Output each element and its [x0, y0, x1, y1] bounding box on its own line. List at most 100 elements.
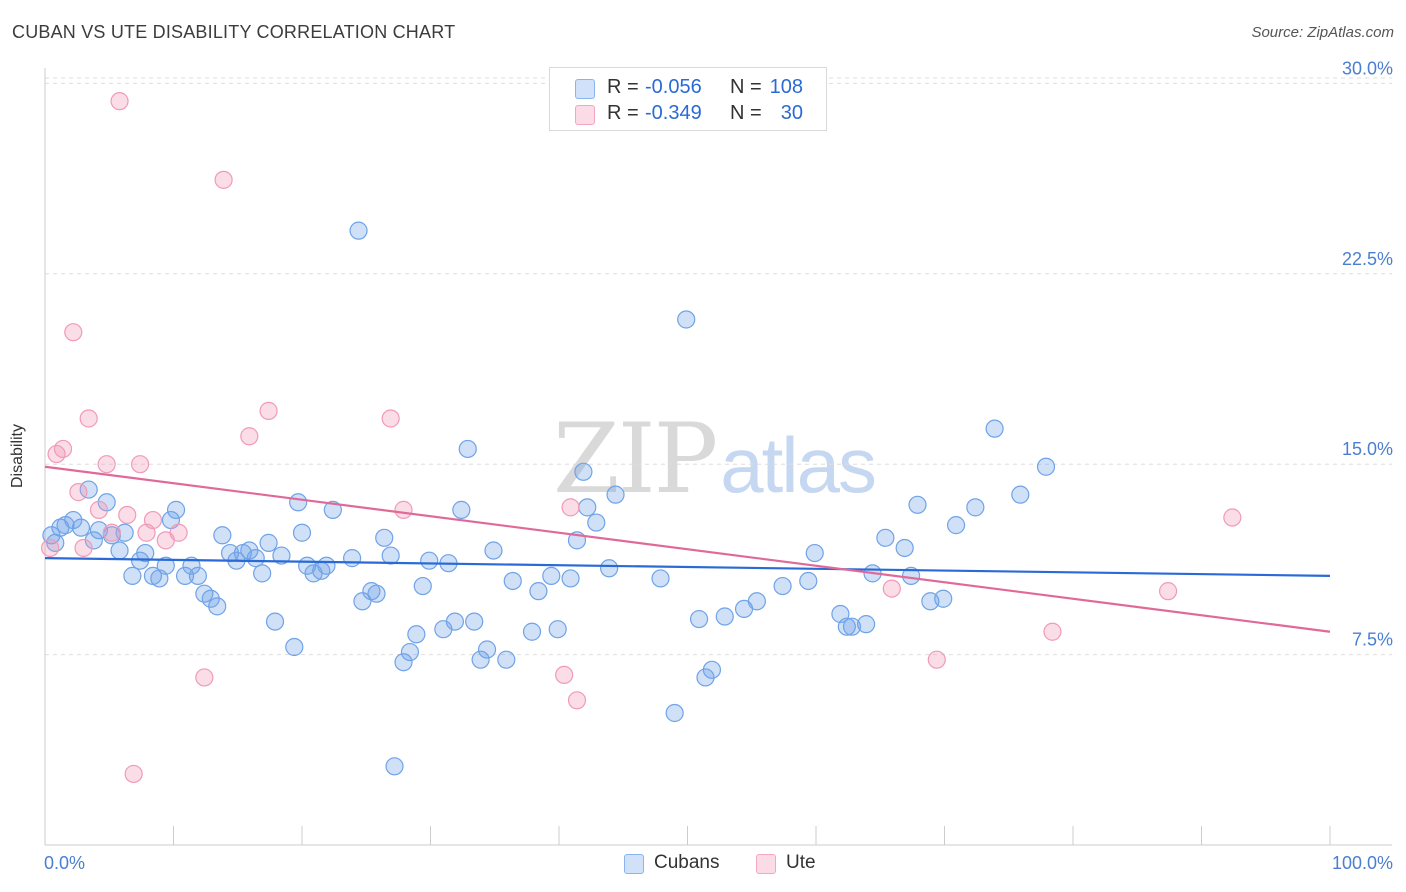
cubans-point [123, 566, 142, 585]
cubans-point [259, 533, 278, 552]
ute-point [110, 92, 129, 111]
ute-point [240, 427, 259, 446]
ute-point [555, 665, 574, 685]
cubans-point [213, 526, 232, 545]
cubans-point [253, 564, 272, 583]
ute-point [64, 323, 83, 342]
cubans-point [136, 543, 155, 563]
legend-label: Cubans [654, 852, 720, 873]
r-value: -0.349 [645, 102, 702, 124]
cubans-point [606, 485, 625, 504]
n-label: N = [730, 76, 762, 98]
cubans-point [799, 571, 818, 591]
ute-point [927, 650, 946, 669]
cubans-trend-line [44, 557, 1331, 577]
cubans-point [946, 516, 966, 535]
source-label: Source: ZipAtlas.com [1251, 24, 1394, 41]
ute-point [69, 483, 88, 502]
cubans-point [292, 523, 312, 542]
x-tick-label-max: 100.0% [1332, 853, 1393, 873]
cubans-point [837, 617, 856, 636]
cubans-point [265, 612, 285, 631]
cubans-point [966, 498, 985, 517]
ute-point [118, 505, 137, 525]
chart-title: CUBAN VS UTE DISABILITY CORRELATION CHAR… [12, 22, 456, 42]
cubans-point [934, 589, 953, 608]
cubans-point [773, 576, 792, 596]
cubans-swatch [575, 79, 595, 99]
cubans-point [908, 495, 927, 514]
n-label: N = [730, 102, 762, 124]
cubans-point [445, 612, 465, 631]
cubans-point [542, 566, 561, 585]
cubans-point [458, 439, 477, 459]
cubans-point [548, 620, 567, 639]
cubans-point [805, 543, 824, 563]
cubans-point [367, 584, 386, 603]
cubans-point [317, 556, 336, 575]
ute-point [195, 668, 214, 687]
cubans-point [246, 549, 265, 568]
cubans-point [182, 556, 201, 575]
ute-swatch [575, 105, 595, 125]
cubans-point [477, 640, 497, 659]
ute-point [89, 500, 109, 519]
ute-point [214, 170, 233, 189]
cubans-point [323, 500, 342, 519]
watermark-zip: ZIP [553, 403, 718, 515]
cubans-point [503, 571, 522, 591]
cubans-point [876, 528, 895, 547]
cubans-point [201, 589, 220, 608]
cubans-point [715, 607, 734, 626]
ute-point [97, 455, 116, 474]
cubans-point [381, 546, 400, 565]
cubans-point [747, 592, 766, 611]
ute-swatch [756, 854, 776, 874]
cubans-point [64, 510, 83, 530]
ute-trend-line [44, 465, 1331, 633]
cubans-point [1036, 457, 1056, 476]
ute-point [882, 579, 901, 598]
ute-point [259, 401, 278, 420]
cubans-point [343, 549, 362, 568]
cubans-point [452, 500, 471, 519]
cubans-point [578, 498, 597, 517]
tick-labels: 7.5% 15.0% 22.5% 30.0% 0.0% 100.0% [44, 58, 1393, 873]
cubans-point [394, 653, 413, 672]
cubans-point [272, 546, 291, 565]
cubans-point [84, 531, 103, 550]
cubans-point [208, 597, 227, 616]
cubans-point [665, 703, 684, 723]
cubans-point [413, 576, 432, 596]
trend-lines [44, 465, 1331, 633]
ute-point [102, 523, 121, 542]
cubans-point [484, 541, 503, 560]
cubans-point [166, 500, 186, 519]
cubans-point [702, 660, 722, 679]
n-value: 108 [769, 76, 803, 98]
cubans-point [600, 559, 619, 578]
cubans-point [400, 642, 420, 662]
cubans-point [110, 541, 129, 560]
cubans-point [985, 419, 1004, 438]
cubans-point [497, 650, 516, 669]
cubans-point [385, 757, 404, 776]
r-value: -0.056 [645, 76, 702, 98]
cubans-point [285, 637, 304, 657]
cubans-point [696, 668, 715, 687]
cubans-point [689, 609, 709, 629]
ute-point [143, 510, 163, 530]
cubans-point [587, 513, 606, 532]
cubans-point [353, 592, 372, 611]
ute-point [1223, 508, 1242, 527]
cubans-point [240, 541, 259, 560]
cubans-point [1011, 485, 1030, 504]
cubans-point [842, 617, 862, 636]
cubans-point [895, 538, 914, 558]
cubans-point [349, 221, 368, 240]
cubans-point [574, 462, 593, 481]
ute-point [124, 764, 143, 784]
axes [44, 68, 1392, 846]
cubans-point [420, 551, 439, 570]
cubans-point [857, 615, 876, 634]
